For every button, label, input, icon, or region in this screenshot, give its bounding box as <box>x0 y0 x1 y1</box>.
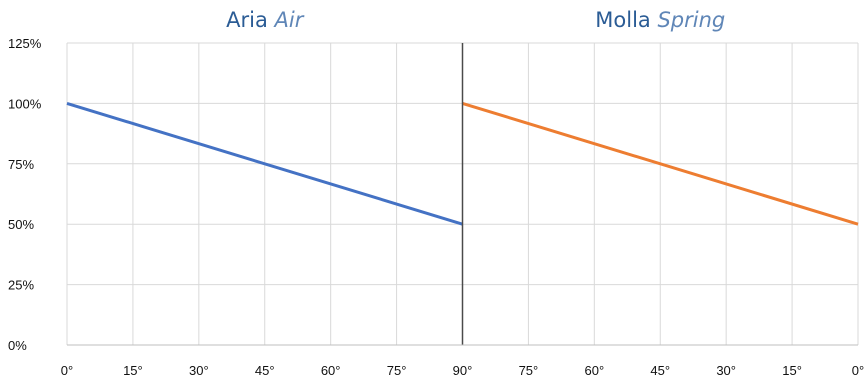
x-tick-label: 60° <box>321 363 341 378</box>
x-tick-label: 60° <box>584 363 604 378</box>
x-tick-label: 30° <box>716 363 736 378</box>
panel-title: Aria Air <box>226 8 305 32</box>
x-tick-label: 15° <box>123 363 143 378</box>
panel-title-main: Aria <box>226 8 274 32</box>
y-tick-label: 125% <box>8 36 42 51</box>
y-tick-label: 0% <box>8 338 27 353</box>
x-tick-label: 45° <box>650 363 670 378</box>
y-tick-label: 75% <box>8 157 34 172</box>
series-line <box>462 101 859 226</box>
y-tick-label: 25% <box>8 278 34 293</box>
series-line <box>66 101 463 226</box>
panel-title: Molla Spring <box>595 8 725 32</box>
x-tick-label: 45° <box>255 363 275 378</box>
panel-title-main: Molla <box>595 8 657 32</box>
x-tick-label: 75° <box>387 363 407 378</box>
x-tick-label: 30° <box>189 363 209 378</box>
panel-title-sub: Air <box>273 8 305 32</box>
panel-title-sub: Spring <box>657 8 725 32</box>
x-tick-label: 0° <box>852 363 864 378</box>
x-tick-label: 15° <box>782 363 802 378</box>
x-tick-label: 75° <box>519 363 539 378</box>
y-tick-label: 50% <box>8 217 34 232</box>
y-tick-label: 100% <box>8 96 42 111</box>
x-tick-label: 90° <box>453 363 473 378</box>
x-tick-label: 0° <box>61 363 73 378</box>
